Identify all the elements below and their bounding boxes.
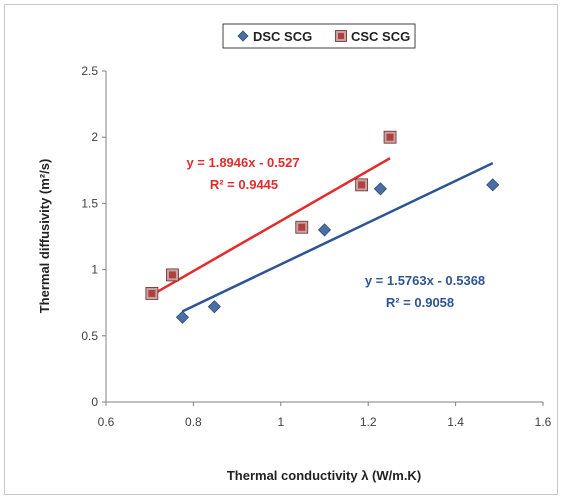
trendline-series-0 [181, 162, 494, 313]
data-point-series-0 [207, 300, 221, 314]
data-point-series-1 [383, 130, 397, 144]
legend-label-series-1: CSC SCG [351, 29, 410, 44]
y-tick-label: 1 [91, 263, 98, 277]
data-point-series-0 [486, 178, 500, 192]
data-point-series-1 [295, 220, 309, 234]
legend: DSC SCG CSC SCG [222, 23, 416, 49]
data-point-series-1 [355, 178, 369, 192]
x-tick-label: 1.4 [447, 415, 464, 429]
x-tick-label: 1.2 [360, 415, 377, 429]
x-tick-label: 0.8 [185, 415, 202, 429]
x-tick-label: 0.6 [98, 415, 115, 429]
y-tick-label: 2 [91, 130, 98, 144]
data-point-series-1 [145, 287, 159, 300]
y-tick-label: 0.5 [81, 329, 98, 343]
trendline-r2-csc: R² = 0.9445 [210, 177, 278, 192]
y-tick-label: 0 [91, 395, 98, 409]
chart-frame [4, 4, 558, 495]
x-axis-title: Thermal conductivity λ (W/m.K) [227, 468, 421, 483]
square-inner [298, 223, 306, 231]
legend-marker-diamond [237, 30, 249, 42]
square-inner [148, 289, 156, 297]
trendline-r2-dsc: R² = 0.9058 [386, 295, 454, 310]
square-inner [338, 33, 344, 39]
legend-square-shape [335, 30, 347, 42]
data-point-series-1 [166, 268, 179, 282]
y-tick-label: 1.5 [81, 196, 98, 210]
data-points [145, 130, 500, 324]
x-tick-label: 1 [277, 415, 284, 429]
data-point-series-0 [317, 223, 332, 237]
legend-diamond-shape [237, 30, 249, 42]
square-inner [386, 133, 394, 141]
data-point-series-0 [175, 310, 190, 324]
y-tick-label: 2.5 [81, 64, 98, 78]
legend-box [222, 23, 416, 49]
trendline-series-1 [151, 157, 391, 297]
legend-label-series-0: DSC SCG [253, 29, 312, 44]
tick-labels: 0 0.5 1 1.5 2 2.5 0.6 0.8 1 1.2 1.4 1.6 [81, 64, 551, 429]
y-axis-title: Thermal diffusivity (m²/s) [37, 159, 52, 314]
x-tick-label: 1.6 [535, 415, 552, 429]
trendlines [151, 157, 494, 313]
trendline-equation-dsc: y = 1.5763x - 0.5368 [365, 273, 485, 288]
data-point-series-0 [373, 182, 388, 196]
trendline-equation-csc: y = 1.8946x - 0.527 [186, 155, 299, 170]
legend-marker-square [335, 30, 347, 42]
square-inner [358, 181, 366, 189]
square-inner [168, 271, 176, 279]
axes [102, 70, 544, 406]
